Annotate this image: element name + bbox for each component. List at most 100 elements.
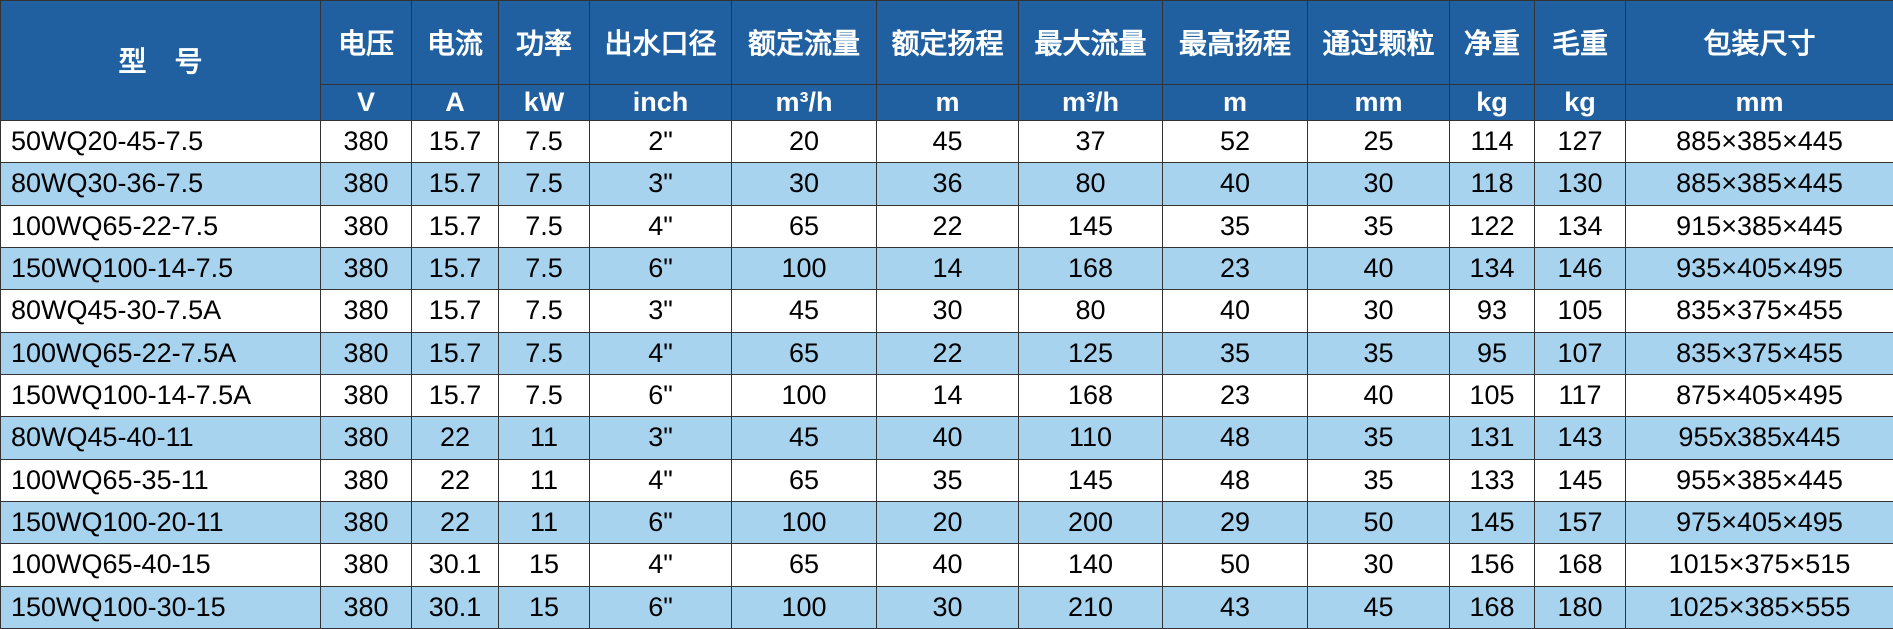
- data-cell: 20: [731, 119, 877, 164]
- model-cell: 100WQ65-22-7.5A: [0, 331, 321, 375]
- data-cell: 1015×375×515: [1625, 543, 1893, 587]
- data-cell: 50: [1307, 500, 1450, 545]
- data-cell: 45: [1307, 585, 1450, 629]
- data-cell: 80: [1018, 289, 1163, 333]
- data-cell: 157: [1534, 500, 1626, 545]
- data-cell: 122: [1449, 204, 1535, 248]
- data-cell: 156: [1449, 543, 1535, 587]
- data-cell: 50: [1162, 543, 1308, 587]
- data-cell: 43: [1162, 585, 1308, 629]
- data-cell: 380: [320, 246, 412, 291]
- data-cell: 20: [876, 500, 1019, 545]
- data-cell: 7.5: [498, 162, 590, 206]
- data-cell: 955×385×445: [1625, 458, 1893, 502]
- data-cell: 380: [320, 119, 412, 164]
- data-cell: 45: [731, 289, 877, 333]
- data-cell: 107: [1534, 331, 1626, 375]
- data-cell: 80: [1018, 162, 1163, 206]
- data-cell: 22: [411, 416, 499, 460]
- data-cell: 3": [589, 162, 732, 206]
- data-row: 80WQ45-40-11 380 22 11 3" 45 40 110 48 35 131 143 95…: [0, 416, 1893, 460]
- header-row: 型 号电压 电流 功率 出水口径 额定流量 额定扬程 最大流量 最高扬程 通过颗粒 净重 毛重 包装尺…: [0, 0, 1893, 121]
- data-cell: 146: [1534, 246, 1626, 291]
- data-cell: 7.5: [498, 373, 590, 418]
- column-header: 毛重: [1534, 0, 1626, 85]
- data-cell: 835×375×455: [1625, 331, 1893, 375]
- data-cell: 40: [876, 543, 1019, 587]
- data-cell: 11: [498, 500, 590, 545]
- data-cell: 100: [731, 585, 877, 629]
- data-cell: 22: [411, 500, 499, 545]
- data-row: 100WQ65-40-15 380 30.1 15 4" 65 40 140 50 30 156 16…: [0, 543, 1893, 587]
- data-cell: 4": [589, 543, 732, 587]
- data-cell: 210: [1018, 585, 1163, 629]
- data-cell: 6": [589, 246, 732, 291]
- column-header: 额定扬程: [876, 0, 1019, 85]
- unit-header: A: [411, 83, 499, 121]
- data-cell: 7.5: [498, 246, 590, 291]
- column-header: 出水口径: [589, 0, 732, 85]
- model-cell: 150WQ100-14-7.5A: [0, 373, 321, 418]
- unit-header: kg: [1534, 83, 1626, 121]
- data-cell: 134: [1534, 204, 1626, 248]
- data-cell: 65: [731, 543, 877, 587]
- data-cell: 11: [498, 416, 590, 460]
- data-cell: 875×405×495: [1625, 373, 1893, 418]
- model-cell: 50WQ20-45-7.5: [0, 119, 321, 164]
- unit-header: mm: [1625, 83, 1893, 121]
- data-cell: 30: [1307, 289, 1450, 333]
- data-cell: 45: [731, 416, 877, 460]
- data-cell: 15: [498, 543, 590, 587]
- data-cell: 4": [589, 331, 732, 375]
- model-cell: 100WQ65-40-15: [0, 543, 321, 587]
- data-cell: 48: [1162, 458, 1308, 502]
- data-cell: 133: [1449, 458, 1535, 502]
- model-cell: 80WQ45-40-11: [0, 416, 321, 460]
- data-cell: 380: [320, 331, 412, 375]
- data-cell: 380: [320, 373, 412, 418]
- data-cell: 6": [589, 585, 732, 629]
- data-cell: 35: [1162, 204, 1308, 248]
- data-cell: 36: [876, 162, 1019, 206]
- data-cell: 11: [498, 458, 590, 502]
- data-row: 100WQ65-22-7.5 380 15.7 7.5 4" 65 22 145 35 35 122…: [0, 204, 1893, 248]
- data-cell: 40: [1307, 246, 1450, 291]
- unit-header: mm: [1307, 83, 1450, 121]
- data-cell: 145: [1449, 500, 1535, 545]
- data-cell: 15.7: [411, 331, 499, 375]
- data-cell: 168: [1534, 543, 1626, 587]
- data-row: 80WQ45-30-7.5A 380 15.7 7.5 3" 45 30 80 40 30 93 10…: [0, 289, 1893, 333]
- data-cell: 23: [1162, 246, 1308, 291]
- data-row: 150WQ100-14-7.5A 380 15.7 7.5 6" 100 14 168 23 40…: [0, 373, 1893, 418]
- data-cell: 885×385×445: [1625, 162, 1893, 206]
- data-cell: 15: [498, 585, 590, 629]
- data-cell: 975×405×495: [1625, 500, 1893, 545]
- data-row: 100WQ65-35-11 380 22 11 4" 65 35 145 48 35 133 145 9…: [0, 458, 1893, 502]
- data-cell: 95: [1449, 331, 1535, 375]
- data-cell: 15.7: [411, 119, 499, 164]
- data-cell: 200: [1018, 500, 1163, 545]
- data-cell: 65: [731, 458, 877, 502]
- data-row: 50WQ20-45-7.5 380 15.7 7.5 2" 20 45 37 52 25 114 12…: [0, 119, 1893, 164]
- data-cell: 114: [1449, 119, 1535, 164]
- data-cell: 168: [1018, 373, 1163, 418]
- data-cell: 131: [1449, 416, 1535, 460]
- data-cell: 7.5: [498, 119, 590, 164]
- data-cell: 915×385×445: [1625, 204, 1893, 248]
- data-cell: 40: [1162, 289, 1308, 333]
- unit-header: V: [320, 83, 412, 121]
- column-header: 净重: [1449, 0, 1535, 85]
- model-cell: 100WQ65-22-7.5: [0, 204, 321, 248]
- data-cell: 35: [1162, 331, 1308, 375]
- data-cell: 35: [1307, 458, 1450, 502]
- data-cell: 6": [589, 373, 732, 418]
- model-cell: 80WQ45-30-7.5A: [0, 289, 321, 333]
- data-cell: 140: [1018, 543, 1163, 587]
- data-cell: 40: [876, 416, 1019, 460]
- model-cell: 100WQ65-35-11: [0, 458, 321, 502]
- data-cell: 380: [320, 585, 412, 629]
- data-cell: 15.7: [411, 373, 499, 418]
- data-cell: 380: [320, 416, 412, 460]
- data-cell: 100: [731, 373, 877, 418]
